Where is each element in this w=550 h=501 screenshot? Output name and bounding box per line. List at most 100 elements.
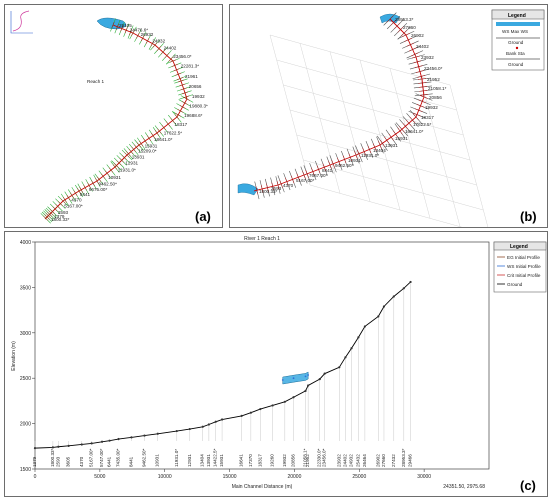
- ground-point[interactable]: [271, 404, 274, 407]
- ground-point[interactable]: [350, 347, 353, 350]
- ground-point[interactable]: [175, 429, 178, 433]
- cross-section-bank: [150, 40, 155, 47]
- station-tick-label: 19260: [270, 454, 275, 467]
- cross-section-bank: [354, 151, 358, 159]
- plot-area: [34, 241, 490, 470]
- profile-chart-canvas[interactable]: 0 5000 10000 15000 20000 25000 30000 1500 2000 25…: [5, 232, 548, 497]
- station-label: 8441: [80, 192, 91, 197]
- station-tick-label: 27660: [381, 454, 386, 467]
- cross-section-bank: [147, 135, 152, 142]
- cross-section-bank: [331, 159, 335, 168]
- ground-point[interactable]: [249, 411, 252, 414]
- cross-section-bank: [173, 68, 180, 72]
- ground-point[interactable]: [33, 447, 37, 450]
- panel-b-legend: Legend WS Max WS Ground Bank Sta Ground: [491, 9, 545, 71]
- cursor-coordinate-readout: 24351.50, 2975.68: [443, 484, 485, 490]
- cross-section-bank: [397, 127, 403, 135]
- y-tick-label: 2500: [20, 376, 31, 382]
- cross-section-bank: [91, 180, 95, 187]
- ground-point[interactable]: [338, 366, 341, 369]
- cross-section-bank: [414, 108, 423, 112]
- ground-point[interactable]: [108, 439, 111, 442]
- cross-section-bank: [417, 78, 427, 80]
- ground-point[interactable]: [304, 389, 307, 393]
- perspective-view-canvas[interactable]: 28953.3* 27660 26902 24402 23932 23456.0* 2195…: [230, 5, 548, 228]
- cross-section-bank: [378, 141, 382, 149]
- ground-point[interactable]: [307, 384, 310, 387]
- station-label: 19688.6*: [184, 113, 203, 118]
- ground-point[interactable]: [67, 444, 70, 447]
- station-tick-label: 22330.0*: [317, 448, 322, 467]
- panel-c-legend-item-2: Crit Initial Profile: [507, 273, 541, 278]
- cross-section-bank: [161, 124, 166, 131]
- cross-section-bank: [401, 30, 408, 37]
- ground-point[interactable]: [220, 418, 224, 421]
- ground-point[interactable]: [188, 427, 191, 431]
- station-tick-label: 21058.1*: [303, 448, 308, 467]
- ground-point[interactable]: [240, 414, 243, 417]
- ground-point[interactable]: [409, 280, 412, 284]
- ground-point[interactable]: [382, 305, 386, 308]
- cross-section-bank: [311, 167, 315, 176]
- station-label: 1800.33*: [259, 189, 278, 194]
- station-label: 19880.3*: [189, 103, 208, 108]
- ground-point[interactable]: [57, 445, 60, 448]
- cross-section-bank: [120, 25, 124, 32]
- station-tick-label: 13404: [200, 454, 205, 467]
- cross-section-bank: [55, 203, 61, 209]
- cross-section-bank: [402, 33, 410, 37]
- station-label: 5167.00*: [296, 178, 315, 183]
- station-label: 2593: [58, 210, 69, 215]
- ground-point[interactable]: [90, 442, 93, 445]
- ground-point[interactable]: [344, 356, 347, 359]
- cross-section-bank: [50, 209, 55, 214]
- ground-point[interactable]: [363, 325, 366, 328]
- ground-point[interactable]: [259, 407, 262, 411]
- cross-section-bank: [70, 192, 74, 199]
- cross-section-bank: [151, 132, 155, 139]
- ground-point[interactable]: [292, 396, 295, 399]
- station-label: 21058.1*: [428, 86, 447, 91]
- ground-point[interactable]: [283, 400, 286, 403]
- ground-point[interactable]: [130, 436, 133, 439]
- ground-point[interactable]: [214, 420, 217, 423]
- ground-point[interactable]: [80, 443, 83, 446]
- cross-section-bank: [388, 133, 394, 141]
- ground-point[interactable]: [357, 336, 360, 339]
- cross-section-bank: [97, 176, 102, 182]
- cross-section-bank: [279, 179, 283, 188]
- cross-section-bank: [357, 149, 361, 158]
- station-tick-label: 1800.33*: [50, 448, 55, 467]
- cross-section-bank: [266, 183, 269, 192]
- ground-point[interactable]: [156, 432, 159, 435]
- ground-point[interactable]: [377, 315, 380, 318]
- cross-section-bank: [420, 95, 428, 99]
- cross-section-bank: [121, 155, 127, 161]
- station-label: 24402: [164, 45, 177, 50]
- panel-a-label: (a): [195, 209, 211, 224]
- station-label: 15931: [395, 136, 408, 141]
- ground-point[interactable]: [402, 287, 405, 290]
- ground-point[interactable]: [201, 425, 204, 428]
- cross-section-bank: [174, 114, 180, 120]
- cross-section-bank: [177, 79, 185, 83]
- cross-section-bank: [411, 52, 419, 57]
- ground-point[interactable]: [100, 440, 104, 443]
- station-tick-label: 5747.00*: [99, 448, 104, 467]
- cross-section-bank: [77, 188, 81, 194]
- ground-point[interactable]: [318, 378, 321, 381]
- cross-section-bank: [129, 29, 133, 36]
- ground-point[interactable]: [392, 295, 395, 298]
- station-label: 21961: [185, 74, 198, 79]
- ground-point[interactable]: [323, 372, 326, 375]
- ground-point[interactable]: [207, 423, 210, 426]
- ground-point[interactable]: [117, 437, 120, 441]
- station-tick-label: 27432: [391, 454, 396, 467]
- ground-point[interactable]: [51, 446, 54, 449]
- cross-section-bank: [175, 72, 182, 76]
- cross-section-bank: [131, 146, 136, 152]
- ground-point[interactable]: [143, 434, 146, 437]
- station-label: 11931.0*: [118, 168, 136, 173]
- outlet-water-shape: [237, 183, 259, 196]
